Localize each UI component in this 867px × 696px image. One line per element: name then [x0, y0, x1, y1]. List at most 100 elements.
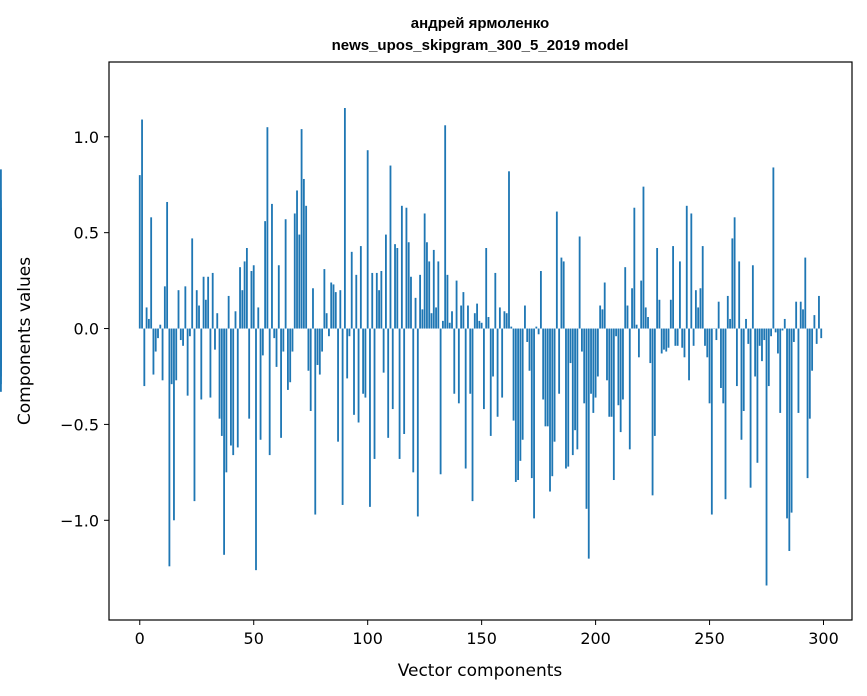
bar-273	[761, 328, 763, 362]
chart-title-line2: news_upos_skipgram_300_5_2019 model	[332, 37, 629, 54]
bar-21	[186, 328, 189, 396]
bar-0	[138, 175, 141, 329]
bar-32	[211, 272, 214, 329]
bar-undefined	[0, 261, 2, 329]
bar-4	[147, 318, 150, 329]
bar-85	[332, 284, 335, 329]
bar-81	[323, 269, 326, 329]
bar-189	[569, 328, 572, 364]
bar-200	[594, 328, 597, 398]
bar-36	[220, 328, 223, 436]
bar-169	[524, 305, 526, 329]
bar-78	[316, 328, 319, 365]
bar-197	[587, 328, 590, 559]
bar-128	[430, 313, 433, 329]
bar-12	[166, 201, 169, 329]
bar-97	[359, 246, 362, 329]
bar-280	[777, 328, 779, 354]
bar-66	[289, 328, 292, 383]
bar-23	[191, 238, 194, 329]
bar-239	[683, 328, 686, 358]
bar-194	[581, 328, 583, 352]
bar-122	[416, 328, 419, 517]
bar-5	[150, 217, 153, 329]
bar-209	[615, 328, 618, 337]
bar-155	[492, 328, 494, 377]
bar-238	[681, 328, 684, 348]
bar-172	[530, 328, 533, 479]
bar-195	[583, 328, 586, 404]
bar-58	[271, 203, 273, 329]
bar-218	[635, 324, 638, 329]
bar-54	[261, 328, 264, 356]
bar-52	[257, 307, 260, 329]
bar-147	[473, 313, 476, 329]
y-tick-label: −1.0	[60, 511, 99, 530]
bar-179	[546, 328, 549, 427]
bar-2	[143, 328, 146, 387]
bar-131	[437, 261, 440, 329]
bar-16	[175, 328, 178, 381]
bar-49	[250, 271, 253, 329]
bar-282	[781, 328, 784, 331]
bar-30	[207, 276, 210, 329]
bar-132	[439, 328, 442, 475]
bar-244	[694, 290, 697, 329]
bar-145	[469, 328, 472, 394]
bar-201	[596, 328, 599, 377]
bar-46	[243, 261, 246, 329]
bar-undefined	[0, 169, 2, 329]
bar-269	[751, 265, 754, 329]
bar-223	[647, 317, 649, 329]
bar-263	[738, 261, 741, 329]
bar-76	[312, 288, 314, 329]
bar-188	[567, 328, 570, 467]
bar-series	[0, 108, 823, 586]
bar-242	[690, 213, 693, 329]
bar-150	[480, 322, 483, 329]
bar-45	[241, 290, 244, 329]
bar-53	[259, 328, 262, 440]
bar-290	[799, 301, 802, 329]
bar-102	[371, 272, 374, 329]
bar-159	[501, 328, 504, 398]
bar-192	[576, 328, 579, 450]
bar-14	[170, 328, 173, 385]
bar-127	[428, 261, 431, 329]
x-tick-label: 50	[244, 629, 264, 648]
bar-292	[804, 257, 807, 329]
bar-26	[198, 305, 200, 329]
bar-259	[729, 318, 731, 329]
bar-61	[277, 265, 280, 329]
bar-31	[209, 328, 212, 398]
plot-frame	[108, 61, 853, 621]
bar-299	[820, 328, 823, 339]
x-tick-label: 300	[808, 629, 839, 648]
bar-33	[214, 328, 216, 350]
bar-246	[699, 288, 702, 329]
bar-234	[672, 246, 674, 329]
bar-91	[346, 328, 349, 379]
bar-42	[234, 311, 237, 329]
bar-29	[204, 299, 207, 329]
bar-250	[708, 328, 711, 404]
bar-135	[446, 274, 449, 329]
bar-156	[494, 272, 497, 329]
bar-124	[421, 309, 424, 329]
bar-284	[786, 328, 788, 519]
bar-249	[706, 328, 709, 358]
bar-123	[419, 274, 422, 329]
bar-228	[658, 299, 661, 329]
bar-180	[549, 328, 551, 492]
bar-37	[223, 328, 225, 555]
bar-279	[774, 328, 777, 333]
bar-48	[248, 328, 251, 419]
bar-161	[505, 313, 508, 329]
bar-247	[701, 246, 704, 329]
bar-112	[394, 244, 396, 329]
bar-270	[754, 328, 757, 377]
bar-288	[795, 301, 798, 329]
bar-1	[141, 119, 143, 329]
bar-258	[726, 295, 729, 329]
bar-27	[200, 328, 203, 400]
